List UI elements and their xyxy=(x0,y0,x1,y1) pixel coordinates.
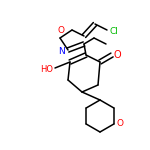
Text: O: O xyxy=(114,50,122,60)
Text: HO: HO xyxy=(40,64,53,74)
Text: Cl: Cl xyxy=(109,27,118,36)
Text: N: N xyxy=(58,46,65,56)
Text: O: O xyxy=(117,120,124,129)
Text: O: O xyxy=(57,26,64,35)
